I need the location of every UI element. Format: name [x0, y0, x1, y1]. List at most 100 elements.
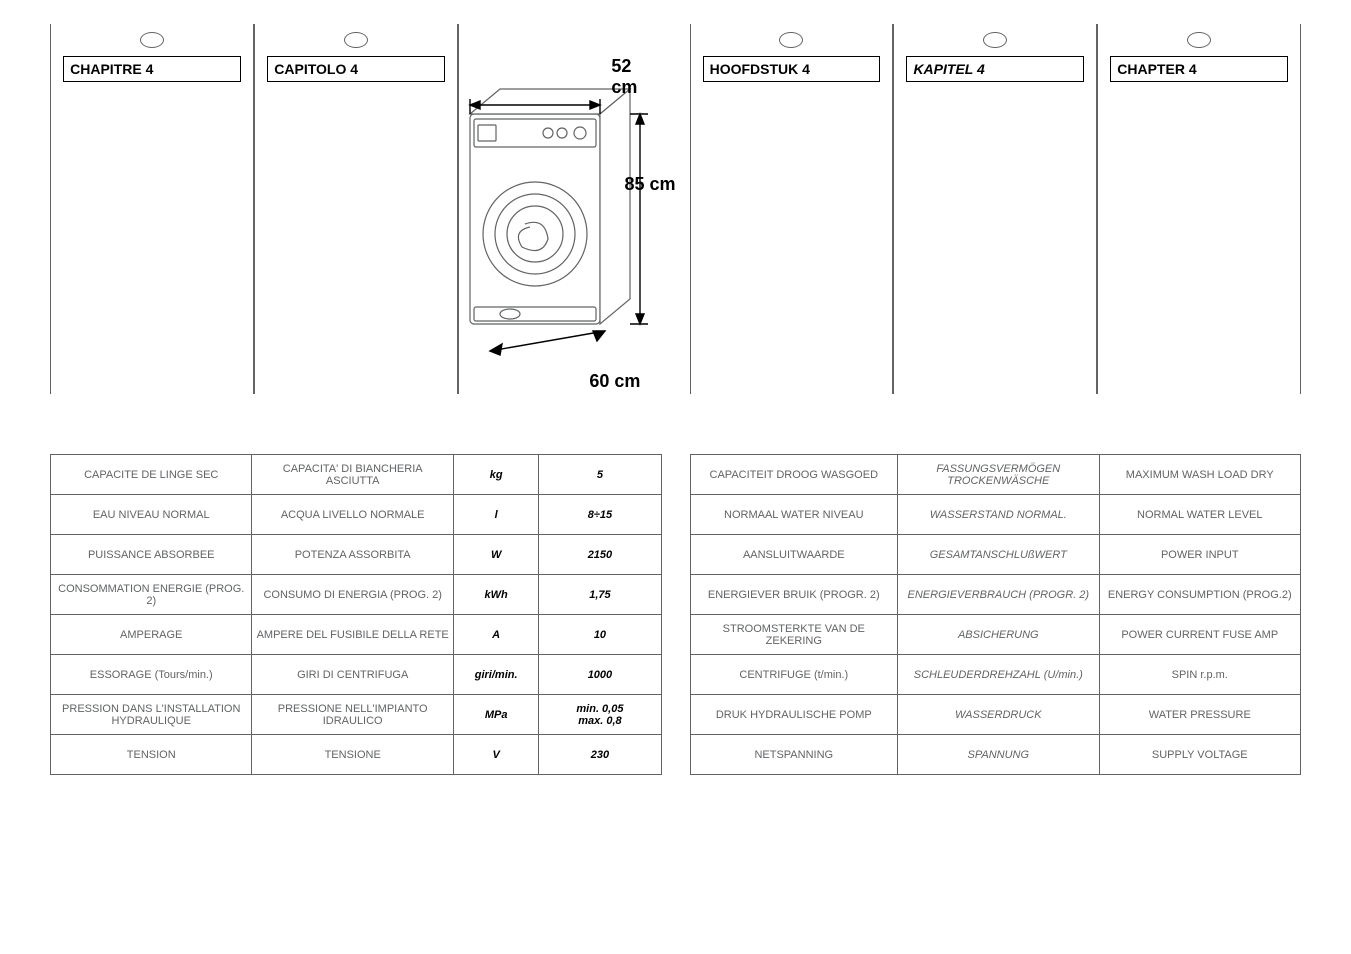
cell-de: FASSUNGSVERMÖGEN TROCKENWÄSCHE	[898, 455, 1099, 495]
tab-panel-kapitel: KAPITEL 4	[893, 24, 1097, 394]
cell-unit: A	[453, 615, 538, 655]
cell-val: 1000	[539, 655, 661, 695]
cell-fr: TENSION	[51, 735, 252, 775]
tabs-row-right: HOOFDSTUK 4 KAPITEL 4 CHAPTER 4	[690, 24, 1302, 394]
table-row: STROOMSTERKTE VAN DE ZEKERINGABSICHERUNG…	[690, 615, 1301, 655]
tab-panel-chapter: CHAPTER 4	[1097, 24, 1301, 394]
tab-label-chapter: CHAPTER 4	[1110, 56, 1288, 82]
tab-label-hoofdstuk: HOOFDSTUK 4	[703, 56, 881, 82]
cell-de: GESAMTANSCHLUßWERT	[898, 535, 1099, 575]
table-row: PRESSION DANS L'INSTALLATION HYDRAULIQUE…	[51, 695, 662, 735]
cell-nl: CENTRIFUGE (t/min.)	[690, 655, 898, 695]
diagram-panel: 52 cm 85 cm 60 cm	[458, 24, 661, 394]
tab-panel-capitolo: CAPITOLO 4	[254, 24, 458, 394]
tables-row-left: CAPACITE DE LINGE SECCAPACITA' DI BIANCH…	[50, 454, 662, 775]
cell-en: SUPPLY VOLTAGE	[1099, 735, 1300, 775]
table-row: CAPACITEIT DROOG WASGOEDFASSUNGSVERMÖGEN…	[690, 455, 1301, 495]
cell-val: min. 0,05max. 0,8	[539, 695, 661, 735]
table-row: CENTRIFUGE (t/min.)SCHLEUDERDREHZAHL (U/…	[690, 655, 1301, 695]
table-row: ESSORAGE (Tours/min.)GIRI DI CENTRIFUGAg…	[51, 655, 662, 695]
cell-fr: CAPACITE DE LINGE SEC	[51, 455, 252, 495]
cell-it: ACQUA LIVELLO NORMALE	[252, 495, 453, 535]
tab-label-kapitel: KAPITEL 4	[906, 56, 1084, 82]
cell-de: WASSERDRUCK	[898, 695, 1099, 735]
cell-nl: STROOMSTERKTE VAN DE ZEKERING	[690, 615, 898, 655]
cell-it: GIRI DI CENTRIFUGA	[252, 655, 453, 695]
tabs-row-left: CHAPITRE 4 CAPITOLO 4	[50, 24, 662, 394]
tab-indicator-icon	[140, 32, 164, 48]
cell-unit: V	[453, 735, 538, 775]
cell-it: TENSIONE	[252, 735, 453, 775]
cell-en: MAXIMUM WASH LOAD DRY	[1099, 455, 1300, 495]
cell-fr: PRESSION DANS L'INSTALLATION HYDRAULIQUE	[51, 695, 252, 735]
cell-val: 1,75	[539, 575, 661, 615]
table-row: AMPERAGEAMPERE DEL FUSIBILE DELLA RETEA1…	[51, 615, 662, 655]
cell-en: POWER CURRENT FUSE AMP	[1099, 615, 1300, 655]
cell-nl: DRUK HYDRAULISCHE POMP	[690, 695, 898, 735]
cell-en: WATER PRESSURE	[1099, 695, 1300, 735]
spec-table-right: CAPACITEIT DROOG WASGOEDFASSUNGSVERMÖGEN…	[690, 454, 1302, 775]
cell-en: SPIN r.p.m.	[1099, 655, 1300, 695]
cell-de: SPANNUNG	[898, 735, 1099, 775]
table-row: NORMAAL WATER NIVEAUWASSERSTAND NORMAL.N…	[690, 495, 1301, 535]
cell-val: 10	[539, 615, 661, 655]
table-row: ENERGIEVER BRUIK (PROGR. 2)ENERGIEVERBRA…	[690, 575, 1301, 615]
cell-it: CONSUMO DI ENERGIA (PROG. 2)	[252, 575, 453, 615]
right-half: HOOFDSTUK 4 KAPITEL 4 CHAPTER 4 CAPACITE…	[690, 24, 1302, 775]
dim-height-label: 85 cm	[624, 174, 675, 195]
spec-table-left: CAPACITE DE LINGE SECCAPACITA' DI BIANCH…	[50, 454, 662, 775]
cell-val: 230	[539, 735, 661, 775]
cell-de: SCHLEUDERDREHZAHL (U/min.)	[898, 655, 1099, 695]
page-container: CHAPITRE 4 CAPITOLO 4	[0, 0, 1351, 799]
cell-nl: NORMAAL WATER NIVEAU	[690, 495, 898, 535]
cell-en: NORMAL WATER LEVEL	[1099, 495, 1300, 535]
cell-unit: MPa	[453, 695, 538, 735]
tab-indicator-icon	[344, 32, 368, 48]
tab-indicator-icon	[779, 32, 803, 48]
washing-machine-diagram	[430, 59, 690, 359]
tab-label-chapitre: CHAPITRE 4	[63, 56, 241, 82]
table-row: EAU NIVEAU NORMALACQUA LIVELLO NORMALEl8…	[51, 495, 662, 535]
cell-en: POWER INPUT	[1099, 535, 1300, 575]
cell-unit: giri/min.	[453, 655, 538, 695]
dim-width-label: 52 cm	[611, 56, 661, 98]
tab-indicator-icon	[1187, 32, 1211, 48]
cell-it: CAPACITA' DI BIANCHERIA ASCIUTTA	[252, 455, 453, 495]
tab-label-capitolo: CAPITOLO 4	[267, 56, 445, 82]
cell-unit: W	[453, 535, 538, 575]
cell-fr: AMPERAGE	[51, 615, 252, 655]
tab-panel-hoofdstuk: HOOFDSTUK 4	[690, 24, 894, 394]
cell-val: 8÷15	[539, 495, 661, 535]
table-row: AANSLUITWAARDEGESAMTANSCHLUßWERTPOWER IN…	[690, 535, 1301, 575]
table-row: TENSIONTENSIONEV230	[51, 735, 662, 775]
left-half: CHAPITRE 4 CAPITOLO 4	[50, 24, 662, 775]
cell-fr: CONSOMMATION ENERGIE (PROG. 2)	[51, 575, 252, 615]
table-row: NETSPANNINGSPANNUNGSUPPLY VOLTAGE	[690, 735, 1301, 775]
tab-panel-chapitre: CHAPITRE 4	[50, 24, 254, 394]
cell-it: PRESSIONE NELL'IMPIANTO IDRAULICO	[252, 695, 453, 735]
cell-de: ENERGIEVERBRAUCH (PROGR. 2)	[898, 575, 1099, 615]
cell-it: POTENZA ASSORBITA	[252, 535, 453, 575]
cell-fr: ESSORAGE (Tours/min.)	[51, 655, 252, 695]
cell-unit: kWh	[453, 575, 538, 615]
cell-de: ABSICHERUNG	[898, 615, 1099, 655]
cell-unit: l	[453, 495, 538, 535]
cell-nl: NETSPANNING	[690, 735, 898, 775]
cell-nl: AANSLUITWAARDE	[690, 535, 898, 575]
cell-nl: CAPACITEIT DROOG WASGOED	[690, 455, 898, 495]
cell-val: 2150	[539, 535, 661, 575]
cell-fr: PUISSANCE ABSORBEE	[51, 535, 252, 575]
tab-indicator-icon	[983, 32, 1007, 48]
cell-it: AMPERE DEL FUSIBILE DELLA RETE	[252, 615, 453, 655]
cell-nl: ENERGIEVER BRUIK (PROGR. 2)	[690, 575, 898, 615]
cell-unit: kg	[453, 455, 538, 495]
dim-depth-label: 60 cm	[589, 371, 640, 392]
cell-val: 5	[539, 455, 661, 495]
table-row: CAPACITE DE LINGE SECCAPACITA' DI BIANCH…	[51, 455, 662, 495]
table-row: CONSOMMATION ENERGIE (PROG. 2)CONSUMO DI…	[51, 575, 662, 615]
cell-fr: EAU NIVEAU NORMAL	[51, 495, 252, 535]
cell-de: WASSERSTAND NORMAL.	[898, 495, 1099, 535]
table-row: DRUK HYDRAULISCHE POMPWASSERDRUCKWATER P…	[690, 695, 1301, 735]
table-row: PUISSANCE ABSORBEEPOTENZA ASSORBITAW2150	[51, 535, 662, 575]
tables-row-right: CAPACITEIT DROOG WASGOEDFASSUNGSVERMÖGEN…	[690, 454, 1302, 775]
